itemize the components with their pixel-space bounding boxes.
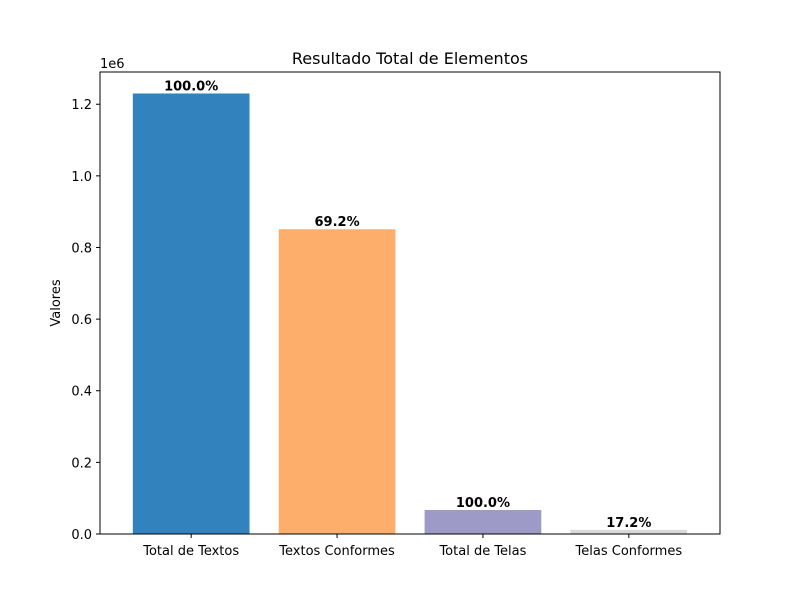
x-tick-label-1: Textos Conformes	[278, 544, 395, 559]
data-label-3: 17.2%	[606, 516, 651, 531]
y-tick-label-6: 1.2	[71, 98, 92, 113]
chart-title: Resultado Total de Elementos	[292, 49, 528, 68]
bar-0	[132, 93, 250, 534]
bar-3	[570, 529, 688, 534]
data-label-1: 69.2%	[315, 215, 360, 230]
y-tick-label-3: 0.6	[71, 313, 92, 328]
data-labels-group: 100.0% 69.2% 100.0% 17.2%	[164, 79, 651, 530]
bar-1	[278, 229, 396, 534]
data-label-2: 100.0%	[456, 496, 510, 511]
y-tick-label-1: 0.2	[71, 456, 92, 471]
y-axis-ticks: 0.0 0.2 0.4 0.6 0.8 1.0 1.2	[71, 98, 100, 543]
data-label-0: 100.0%	[164, 79, 218, 94]
y-tick-label-4: 0.8	[71, 241, 92, 256]
x-axis-ticks: Total de Textos Textos Conformes Total de …	[142, 534, 682, 559]
y-tick-label-0: 0.0	[71, 528, 92, 543]
x-tick-label-2: Total de Telas	[438, 544, 526, 559]
x-tick-label-0: Total de Textos	[142, 544, 239, 559]
y-axis-offset-label: 1e6	[100, 57, 125, 72]
bar-2	[424, 510, 542, 534]
y-axis-label: Valores	[49, 279, 64, 326]
plot-frame	[99, 71, 721, 535]
y-tick-label-2: 0.4	[71, 385, 92, 400]
bars-group	[132, 93, 688, 534]
x-tick-label-3: Telas Conformes	[575, 544, 683, 559]
y-tick-label-5: 1.0	[71, 170, 92, 185]
